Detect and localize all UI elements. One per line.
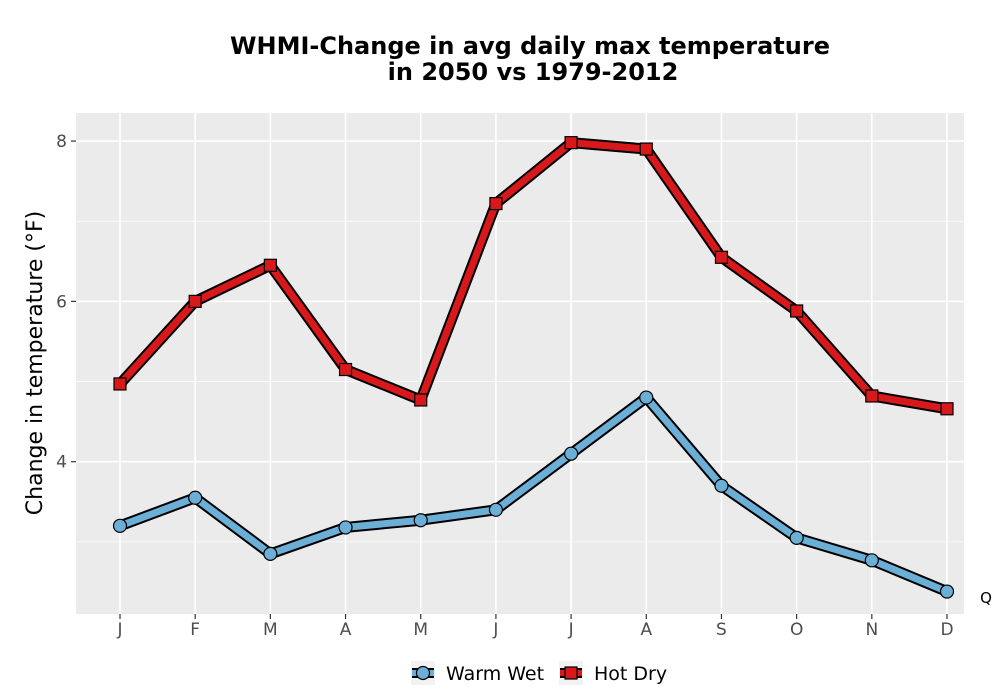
legend-key-marker (415, 665, 431, 681)
data-point (489, 196, 503, 211)
data-point (188, 294, 202, 308)
plot-panel (76, 113, 964, 614)
data-point (563, 446, 579, 461)
data-point (413, 513, 428, 528)
legend-item-hot-dry: Hot Dry (559, 661, 667, 685)
x-tick-label: M (263, 620, 278, 640)
data-point (714, 478, 729, 493)
x-tick-label: M (413, 620, 428, 640)
x-tick-label: F (190, 620, 200, 640)
data-point (714, 250, 729, 264)
series-layer (112, 136, 955, 599)
series-warm-wet (112, 390, 955, 599)
data-point (789, 530, 804, 545)
data-point (939, 584, 955, 599)
data-point (263, 258, 277, 272)
y-tick-label: 6 (56, 292, 67, 312)
data-point (414, 393, 428, 407)
data-point (639, 390, 654, 405)
legend-label-warm-wet: Warm Wet (446, 663, 544, 685)
x-tick-label: A (640, 620, 652, 640)
y-tick-label: 8 (56, 132, 67, 152)
data-point (865, 389, 879, 403)
legend-item-warm-wet: Warm Wet (411, 661, 544, 685)
axes: 4 6 8 J F M A M J J A S O N D (56, 132, 953, 640)
data-point (263, 546, 278, 561)
series-line (116, 394, 951, 596)
data-point (564, 136, 578, 150)
data-point (940, 402, 954, 416)
chart-title-line-1: WHMI-Change in avg daily max temperature (230, 32, 830, 60)
data-point (488, 502, 504, 517)
data-point (113, 377, 127, 391)
legend-label-hot-dry: Hot Dry (594, 663, 667, 685)
corner-note: Q (980, 589, 992, 607)
x-tick-label: A (340, 620, 352, 640)
x-tick-label: O (790, 620, 803, 640)
x-tick-label: S (716, 620, 727, 640)
legend: Warm Wet Hot Dry (411, 661, 667, 685)
x-tick-label: J (568, 620, 574, 640)
x-tick-label: J (116, 620, 122, 640)
series-line (116, 139, 951, 413)
data-point (338, 520, 353, 535)
data-point (112, 518, 128, 533)
x-tick-label: N (865, 620, 878, 640)
data-point (639, 142, 653, 156)
data-point (864, 553, 879, 568)
data-point (790, 304, 804, 318)
x-tick-label: J (492, 620, 498, 640)
chart-title-line-2: in 2050 vs 1979-2012 (388, 58, 679, 86)
data-point (188, 490, 203, 505)
y-tick-label: 4 (56, 453, 67, 473)
x-tick-label: D (940, 620, 953, 640)
y-axis-title: Change in temperature (°F) (23, 211, 48, 515)
data-point (338, 362, 353, 377)
series-hot-dry (113, 136, 954, 416)
legend-key-marker (564, 666, 578, 680)
